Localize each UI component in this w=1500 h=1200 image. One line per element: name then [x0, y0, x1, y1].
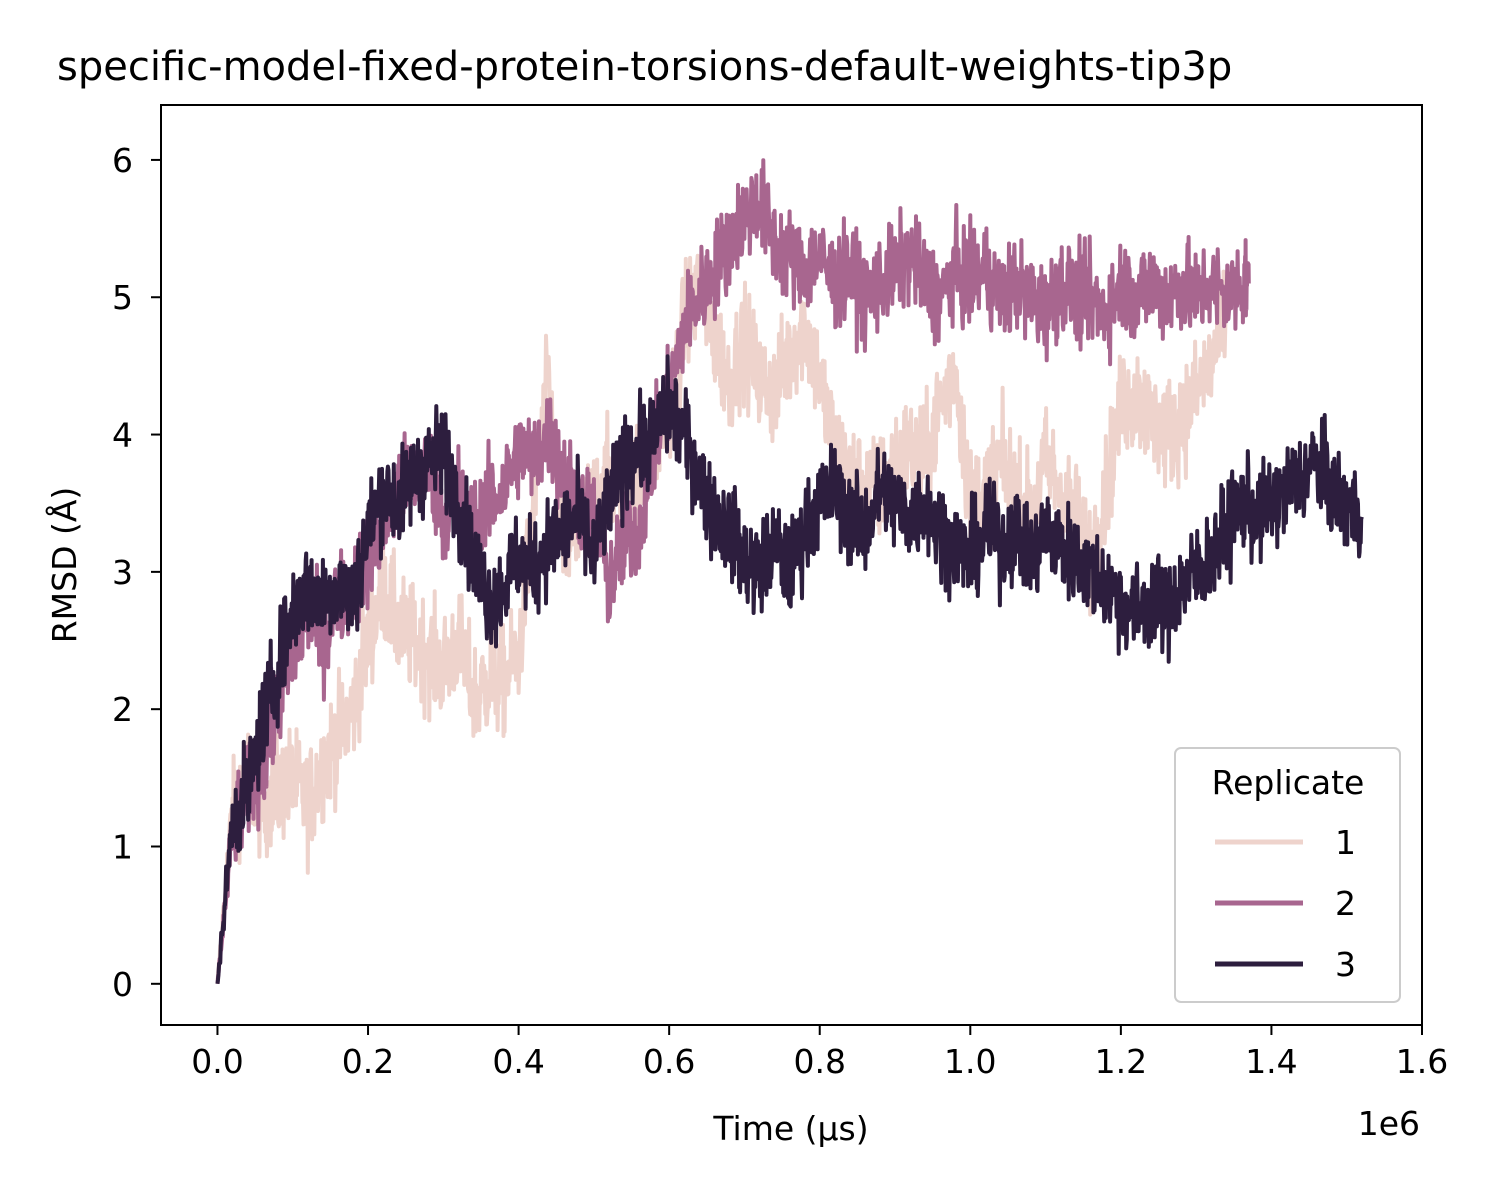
x-tick-label: 0.6	[643, 1042, 695, 1081]
x-tick-label: 1.4	[1245, 1042, 1297, 1081]
y-tick-label: 0	[112, 965, 133, 1004]
x-tick-label: 1.2	[1095, 1042, 1147, 1081]
series-line-1	[215, 253, 1229, 984]
legend-entries: 1 2 3	[1215, 823, 1356, 984]
legend: Replicate 1 2 3	[1174, 747, 1401, 1003]
y-tick-label: 1	[112, 827, 133, 866]
y-tick-label: 6	[112, 141, 133, 180]
series-line-3	[215, 354, 1364, 985]
legend-label-1: 1	[1335, 823, 1356, 862]
x-tick-label: 0.4	[492, 1042, 544, 1081]
y-axis: 0 1 2 3 4 5 6	[112, 141, 161, 1004]
series-layer	[215, 158, 1364, 985]
x-tick-label: 0.8	[793, 1042, 845, 1081]
y-tick-label: 2	[112, 690, 133, 729]
y-tick-label: 3	[112, 553, 133, 592]
x-axis: 0.0 0.2 0.4 0.6 0.8 1.0 1.2 1.4 1.6	[191, 1025, 1448, 1081]
legend-label-2: 2	[1335, 884, 1356, 923]
x-tick-label: 0.2	[342, 1042, 394, 1081]
plot-frame	[160, 104, 1423, 1026]
y-tick-label: 4	[112, 416, 133, 455]
legend-label-3: 3	[1335, 945, 1356, 984]
x-axis-label: Time (µs)	[712, 1109, 868, 1148]
legend-title: Replicate	[1212, 763, 1365, 802]
chart-title: specific-model-fixed-protein-torsions-de…	[57, 44, 1232, 90]
y-axis-label: RMSD (Å)	[44, 487, 84, 644]
x-tick-label: 1.6	[1396, 1042, 1448, 1081]
x-axis-offset-label: 1e6	[1358, 1104, 1420, 1143]
legend-box	[1174, 747, 1401, 1003]
y-tick-label: 5	[112, 278, 133, 317]
x-tick-label: 0.0	[191, 1042, 243, 1081]
x-tick-label: 1.0	[944, 1042, 996, 1081]
